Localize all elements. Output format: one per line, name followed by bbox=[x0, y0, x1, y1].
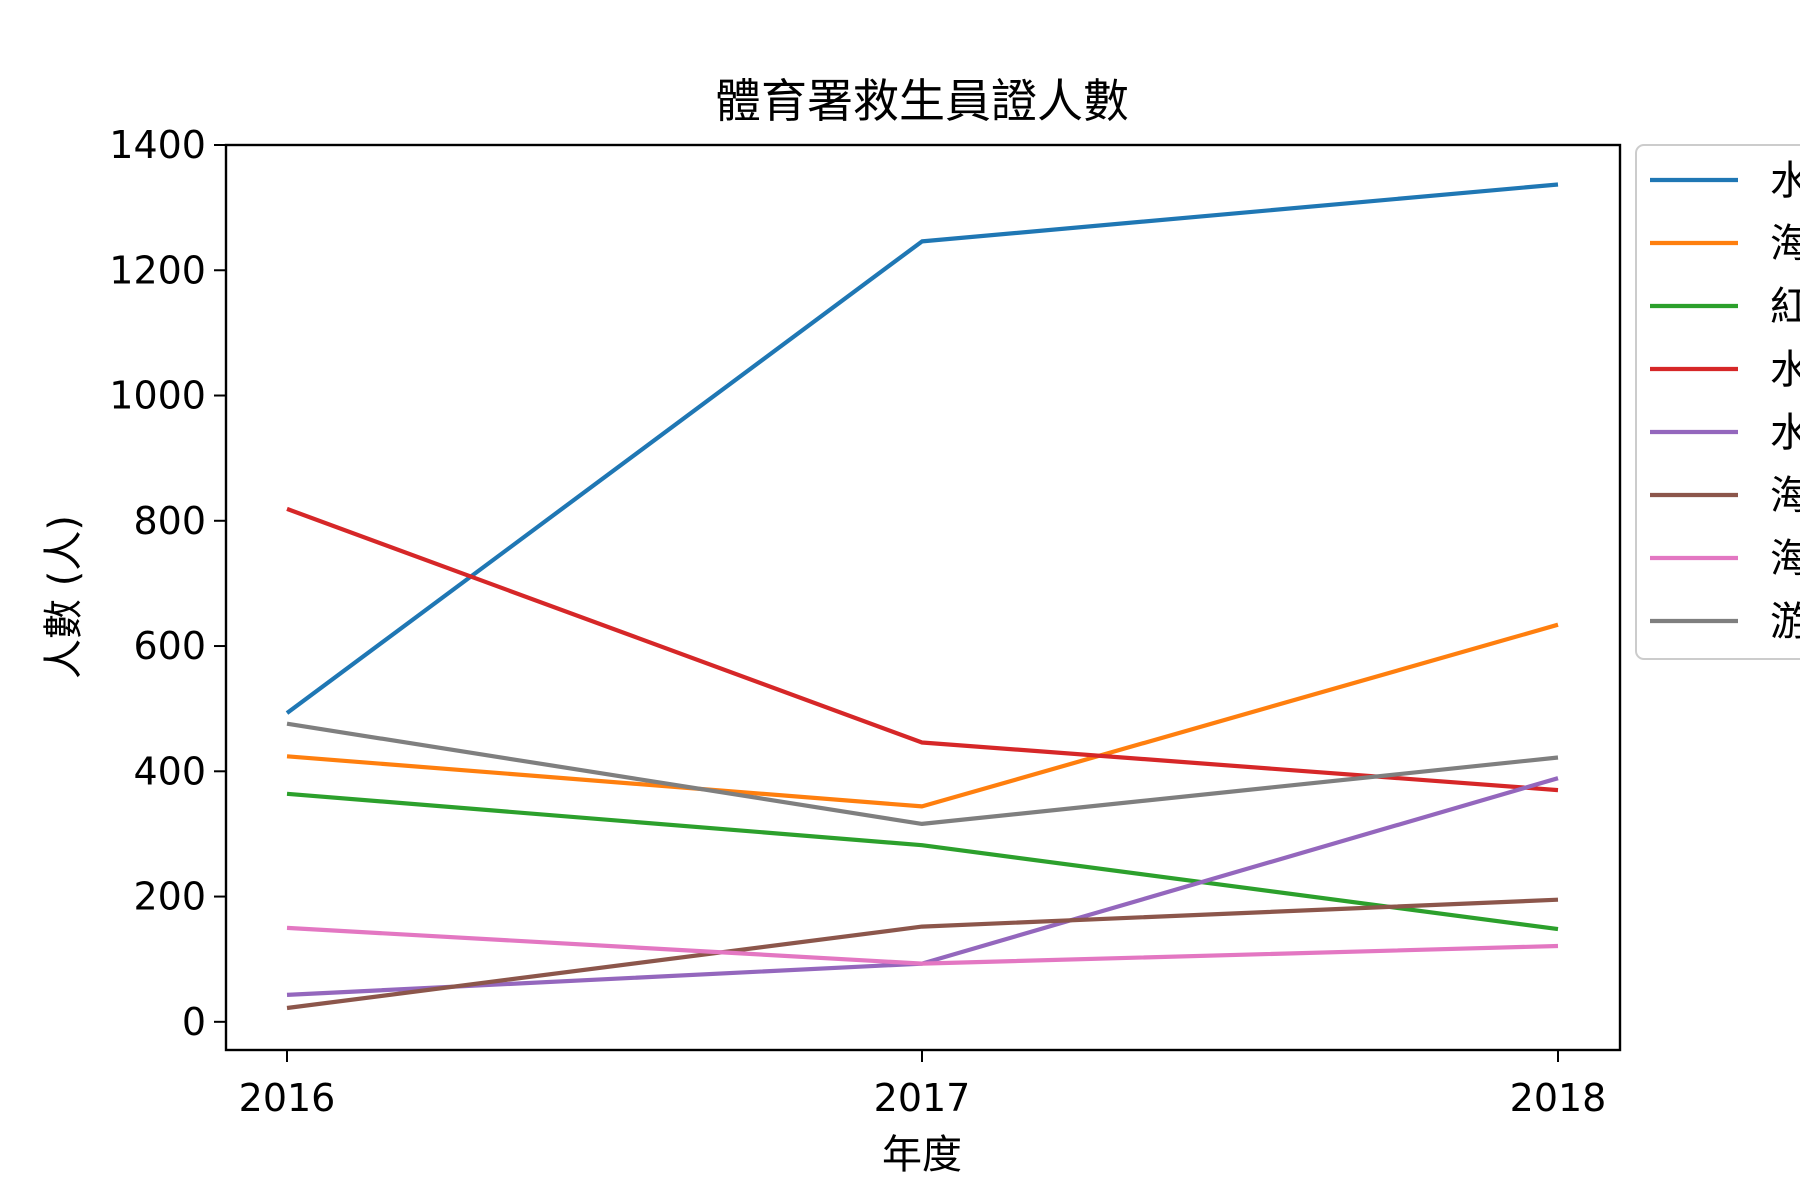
series-line-7 bbox=[286, 925, 1559, 966]
series-line-8 bbox=[286, 721, 1559, 827]
x-axis-label: 年度 bbox=[882, 1132, 962, 1178]
series-line-2 bbox=[286, 622, 1559, 809]
x-axis: 2016 2017 2018 bbox=[239, 1050, 1607, 1120]
y-axis-label: 人數 (人) bbox=[41, 515, 87, 679]
legend-label-8: 游 bbox=[1770, 599, 1800, 645]
series-layer bbox=[285, 182, 1559, 1011]
legend-label-6: 海 bbox=[1770, 473, 1800, 519]
series-line-4 bbox=[286, 506, 1559, 793]
chart-title: 體育署救生員證人數 bbox=[715, 74, 1129, 128]
y-tick-label: 1400 bbox=[109, 123, 206, 167]
legend-label-4: 水 bbox=[1770, 347, 1800, 393]
series-line-1 bbox=[285, 182, 1559, 715]
y-tick-label: 200 bbox=[133, 875, 206, 919]
y-tick-label: 1000 bbox=[109, 374, 206, 418]
y-tick-label: 800 bbox=[133, 499, 206, 543]
legend-label-1: 水 bbox=[1770, 158, 1800, 204]
legend-label-5: 水 bbox=[1770, 410, 1800, 456]
y-tick-label: 600 bbox=[133, 624, 206, 668]
legend-label-3: 紅 bbox=[1770, 284, 1800, 330]
y-axis: 0 200 400 600 800 1000 1200 1400 bbox=[109, 123, 226, 1044]
legend-label-7: 海 bbox=[1770, 536, 1800, 582]
series-line-6 bbox=[286, 897, 1559, 1011]
x-tick-label: 2016 bbox=[239, 1076, 336, 1120]
y-tick-label: 1200 bbox=[109, 248, 206, 292]
legend-box bbox=[1635, 144, 1800, 660]
y-tick-label: 400 bbox=[133, 749, 206, 793]
x-tick-label: 2017 bbox=[874, 1076, 971, 1120]
plot-frame bbox=[224, 143, 1622, 1052]
legend-label-2: 海 bbox=[1770, 221, 1800, 267]
x-tick-label: 2018 bbox=[1510, 1076, 1607, 1120]
series-line-3 bbox=[286, 791, 1559, 932]
y-tick-label: 0 bbox=[182, 1000, 206, 1044]
